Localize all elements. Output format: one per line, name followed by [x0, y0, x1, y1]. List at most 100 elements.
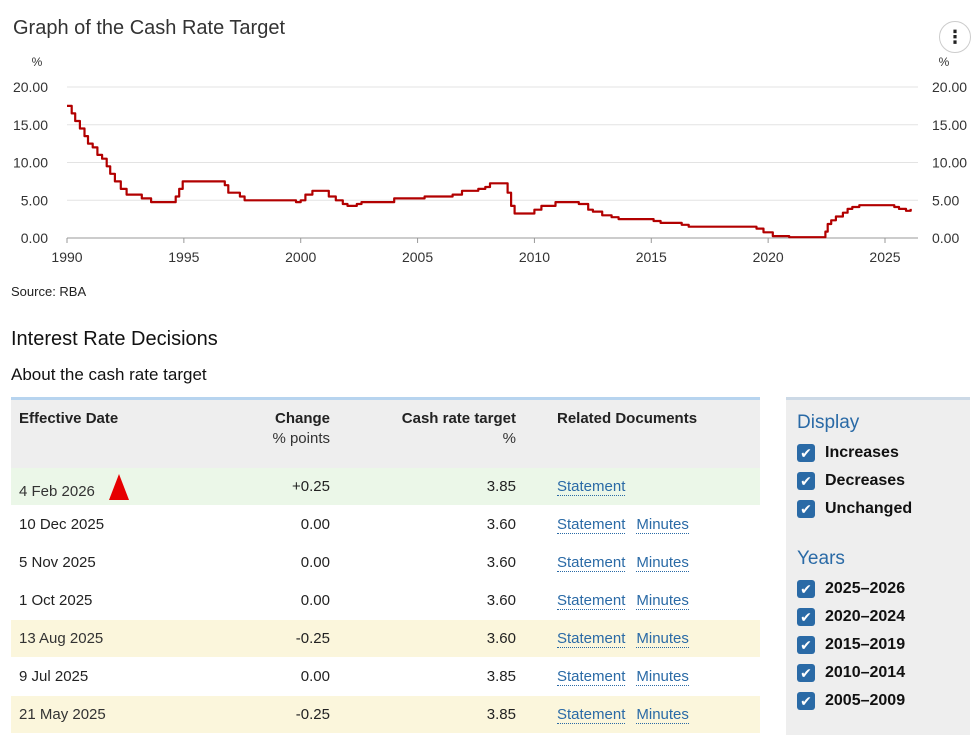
x-tick-label: 2015 [636, 249, 667, 265]
chart-title: Graph of the Cash Rate Target [13, 17, 286, 39]
y-tick-label-right: 15.00 [932, 117, 967, 133]
cell-change: 0.00 [207, 505, 338, 544]
cell-documents: Statement [524, 468, 760, 506]
y-tick-label-left: 5.00 [21, 192, 48, 208]
display-heading: Display [797, 412, 860, 433]
header-cash-rate[interactable]: Cash rate target% [338, 397, 524, 468]
decisions-table: Effective Date Change % points Cash rate … [11, 397, 760, 734]
x-tick-label: 1990 [51, 249, 82, 265]
section-title: Interest Rate Decisions [11, 328, 218, 350]
date-text: 21 May 2025 [19, 706, 106, 723]
about-cash-rate-link[interactable]: About the cash rate target [11, 365, 207, 384]
statement-link[interactable]: Statement [557, 478, 626, 496]
y-tick-label-right: 0.00 [932, 230, 959, 246]
y-tick-label-right: 20.00 [932, 79, 967, 95]
statement-link[interactable]: Statement [557, 630, 626, 648]
statement-link[interactable]: Statement [557, 592, 626, 610]
chart-source: Source: RBA [11, 284, 87, 299]
cell-cash-rate: 3.60 [338, 581, 524, 620]
cash-rate-series-line [67, 104, 912, 239]
checkbox-checked-icon[interactable]: ✔ [797, 636, 815, 654]
year-filter-option[interactable]: ✔ 2010–2014 [797, 664, 970, 682]
cell-date: 1 Oct 2025 [11, 581, 207, 620]
cell-change: -0.25 [207, 619, 338, 658]
cell-change: 0.00 [207, 543, 338, 582]
minutes-link[interactable]: Minutes [636, 516, 689, 534]
checkbox-checked-icon[interactable]: ✔ [797, 692, 815, 710]
checkbox-checked-icon[interactable]: ✔ [797, 444, 815, 462]
x-tick-label: 1995 [168, 249, 199, 265]
checkbox-checked-icon[interactable]: ✔ [797, 472, 815, 490]
year-options: ✔ 2025–2026 ✔ 2020–2024 ✔ 2015–2019 ✔ 2010–2014… [786, 580, 970, 710]
y-axis-unit-right: % [939, 55, 950, 69]
cell-date: 10 Dec 2025 [11, 505, 207, 544]
minutes-link[interactable]: Minutes [636, 668, 689, 686]
statement-link[interactable]: Statement [557, 668, 626, 686]
cell-cash-rate: 3.85 [338, 657, 524, 696]
checkbox-checked-icon[interactable]: ✔ [797, 608, 815, 626]
header-rate-label: Cash rate target [401, 410, 516, 427]
table-header-row: Effective Date Change % points Cash rate … [11, 397, 760, 468]
table-body: 4 Feb 2026 +0.25 3.85 Statement 10 Dec 2025 0… [11, 468, 760, 734]
minutes-link[interactable]: Minutes [636, 706, 689, 724]
year-filter-option[interactable]: ✔ 2025–2026 [797, 580, 970, 598]
x-tick-label: 2025 [869, 249, 900, 265]
chart-menu-button[interactable]: ⋮ [939, 21, 971, 53]
display-filter-label: Decreases [825, 472, 906, 489]
year-filter-label: 2015–2019 [825, 636, 906, 653]
year-filter-option[interactable]: ✔ 2015–2019 [797, 636, 970, 654]
header-change[interactable]: Change % points [207, 397, 338, 468]
cell-documents: Statement Minutes [524, 543, 760, 582]
cell-documents: Statement Minutes [524, 505, 760, 544]
header-change-unit: % points [272, 430, 330, 447]
date-text: 4 Feb 2026 [19, 482, 95, 500]
x-tick-label: 2005 [402, 249, 433, 265]
year-filter-label: 2025–2026 [825, 580, 906, 597]
minutes-link[interactable]: Minutes [636, 592, 689, 610]
checkbox-checked-icon[interactable]: ✔ [797, 664, 815, 682]
y-tick-label-left: 10.00 [13, 155, 48, 171]
display-options: ✔ Increases ✔ Decreases ✔ Unchanged [786, 444, 970, 518]
year-filter-label: 2010–2014 [825, 664, 906, 681]
checkbox-checked-icon[interactable]: ✔ [797, 500, 815, 518]
display-filter-option[interactable]: ✔ Decreases [797, 472, 970, 490]
year-filter-label: 2005–2009 [825, 692, 906, 709]
statement-link[interactable]: Statement [557, 554, 626, 572]
minutes-link[interactable]: Minutes [636, 630, 689, 648]
table-row: 1 Oct 2025 0.00 3.60 Statement Minutes [11, 581, 760, 620]
display-filter-option[interactable]: ✔ Increases [797, 444, 970, 462]
x-tick-label: 2000 [285, 249, 316, 265]
year-filter-label: 2020–2024 [825, 608, 906, 625]
date-text: 5 Nov 2025 [19, 554, 96, 571]
minutes-link[interactable]: Minutes [636, 554, 689, 572]
year-filter-option[interactable]: ✔ 2020–2024 [797, 608, 970, 626]
header-date-label: Effective Date [19, 410, 119, 427]
header-rate-unit: % [502, 430, 516, 447]
cell-cash-rate: 3.85 [338, 468, 524, 506]
statement-link[interactable]: Statement [557, 516, 626, 534]
years-heading: Years [797, 548, 845, 569]
cell-date: 4 Feb 2026 [11, 468, 207, 506]
display-filter-label: Unchanged [825, 500, 913, 517]
table-row: 5 Nov 2025 0.00 3.60 Statement Minutes [11, 543, 760, 582]
cell-cash-rate: 3.85 [338, 695, 524, 734]
header-docs-label: Related Documents [557, 410, 698, 427]
checkbox-checked-icon[interactable]: ✔ [797, 580, 815, 598]
table-row: 13 Aug 2025 -0.25 3.60 Statement Minutes [11, 619, 760, 658]
date-text: 9 Jul 2025 [19, 668, 89, 685]
y-tick-label-right: 5.00 [932, 192, 959, 208]
x-tick-label: 2020 [753, 249, 784, 265]
table-row: 21 May 2025 -0.25 3.85 Statement Minutes [11, 695, 760, 734]
cell-documents: Statement Minutes [524, 657, 760, 696]
year-filter-option[interactable]: ✔ 2005–2009 [797, 692, 970, 710]
header-effective-date[interactable]: Effective Date [11, 397, 207, 468]
cell-documents: Statement Minutes [524, 695, 760, 734]
cell-change: 0.00 [207, 657, 338, 696]
display-filter-label: Increases [825, 444, 899, 461]
y-tick-label-left: 15.00 [13, 117, 48, 133]
cell-change: -0.25 [207, 695, 338, 734]
cell-change: 0.00 [207, 581, 338, 620]
display-filter-option[interactable]: ✔ Unchanged [797, 500, 970, 518]
cell-date: 21 May 2025 [11, 695, 207, 734]
statement-link[interactable]: Statement [557, 706, 626, 724]
